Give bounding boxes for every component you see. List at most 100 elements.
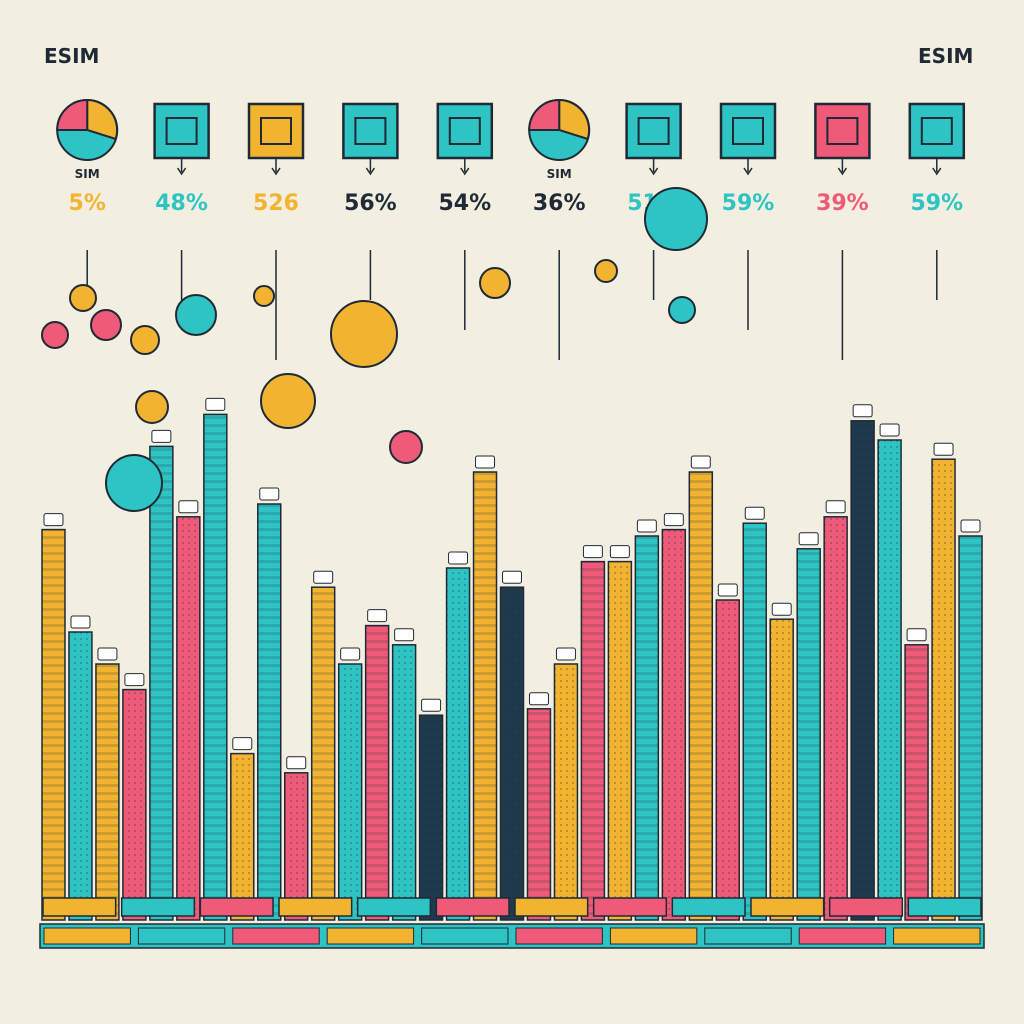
- marker-circle: [90, 309, 122, 341]
- bar-cap-badge: [286, 756, 307, 770]
- bar-cap-badge: [960, 519, 981, 533]
- bar-texture: [95, 664, 119, 920]
- base-block: [199, 897, 274, 917]
- bar-group: [499, 570, 525, 921]
- bar-texture: [68, 632, 92, 920]
- bar-cap-badge: [313, 570, 334, 584]
- bar-group: [526, 692, 552, 921]
- bar-texture: [608, 561, 632, 920]
- callout-sub-label: SIM: [547, 167, 572, 181]
- base-block: [435, 897, 510, 917]
- bar-cap-badge: [528, 692, 549, 706]
- marker-circle: [175, 294, 217, 336]
- bar-group: [661, 513, 687, 921]
- header-left-label: ESIM: [44, 44, 100, 68]
- card-reader-icon: [247, 102, 305, 160]
- marker-circle: [260, 373, 316, 429]
- round-chip-icon: [342, 102, 399, 160]
- bar-cap-badge: [717, 583, 738, 597]
- bar-cap-badge: [259, 487, 280, 501]
- bar-group: [364, 609, 390, 921]
- base-block: [356, 897, 432, 917]
- bar-cap-badge: [502, 570, 522, 584]
- bar-cap-badge: [421, 698, 442, 712]
- bar-group: [41, 513, 66, 921]
- callout-value: 59%: [910, 191, 963, 216]
- bar-texture: [122, 689, 146, 920]
- baseline-tile: [704, 927, 792, 945]
- bar-cap-badge: [232, 737, 253, 751]
- bar-group: [607, 545, 633, 921]
- callout: SIM 5%: [56, 98, 119, 300]
- bar-texture: [203, 414, 227, 920]
- icon-glyph: [920, 117, 953, 145]
- bar-cap-badge: [933, 442, 954, 456]
- bar-group: [122, 673, 147, 921]
- bar-cap-badge: [906, 628, 927, 642]
- bar-group: [823, 500, 848, 921]
- bar-group: [418, 698, 444, 921]
- bar-group: [634, 519, 660, 921]
- arrow-icon: [743, 167, 753, 176]
- marker-circle: [668, 296, 696, 324]
- bar-texture: [689, 472, 713, 920]
- bar-cap-badge: [151, 429, 172, 443]
- icon-glyph: [732, 117, 764, 145]
- bar-group: [850, 404, 875, 921]
- bar-texture: [824, 516, 848, 920]
- baseline-tile: [893, 927, 981, 945]
- bar-texture: [473, 472, 497, 920]
- bar-cap-badge: [367, 609, 388, 623]
- callout: 56%: [342, 102, 399, 300]
- bar-group: [176, 500, 201, 921]
- bar-cap-badge: [798, 532, 819, 546]
- callout: 59%: [719, 102, 777, 330]
- bar-cap-badge: [340, 647, 361, 661]
- marker-circle: [479, 267, 511, 299]
- bar-texture: [743, 523, 767, 920]
- bar-group: [877, 423, 902, 921]
- bar-group: [257, 487, 282, 921]
- bar-group: [230, 737, 255, 921]
- base-block: [120, 897, 196, 917]
- callout: SIM 36%: [528, 98, 591, 360]
- bar-cap-badge: [475, 455, 496, 469]
- bar-cap-badge: [582, 545, 603, 559]
- bar-group: [580, 545, 606, 921]
- bar-group: [149, 429, 174, 921]
- bar-texture: [446, 568, 470, 920]
- base-block: [592, 897, 668, 917]
- shield-icon: [625, 102, 682, 160]
- base-block: [278, 897, 353, 917]
- sim-card-icon: [153, 102, 210, 160]
- baseline-tile: [43, 927, 131, 945]
- bar-cap-badge: [771, 602, 792, 616]
- bar-texture: [662, 529, 686, 920]
- baseline-tile: [798, 927, 887, 945]
- bar-cap-badge: [97, 647, 118, 661]
- bar-texture: [851, 420, 875, 920]
- bar-texture: [527, 708, 551, 920]
- marker-circle: [253, 285, 275, 307]
- bar-cap-badge: [43, 513, 64, 527]
- bar-texture: [176, 516, 200, 920]
- bar-cap-badge: [178, 500, 199, 514]
- callout-value: 48%: [155, 191, 208, 216]
- bar-group: [68, 615, 93, 921]
- icon-glyph: [354, 117, 387, 145]
- pie-slice: [86, 98, 119, 141]
- bar-group: [958, 519, 983, 921]
- bar-cap-badge: [825, 500, 846, 514]
- bar-group: [283, 756, 309, 921]
- icon-glyph: [260, 117, 292, 145]
- bar-group: [904, 628, 929, 921]
- bar-group: [553, 647, 579, 921]
- bar-cap-badge: [609, 545, 630, 559]
- marker-circle: [130, 325, 160, 355]
- base-block: [42, 897, 117, 917]
- baseline-tile: [232, 927, 320, 945]
- base-block: [514, 897, 589, 917]
- icon-glyph: [826, 117, 859, 145]
- pie-slice: [528, 98, 561, 131]
